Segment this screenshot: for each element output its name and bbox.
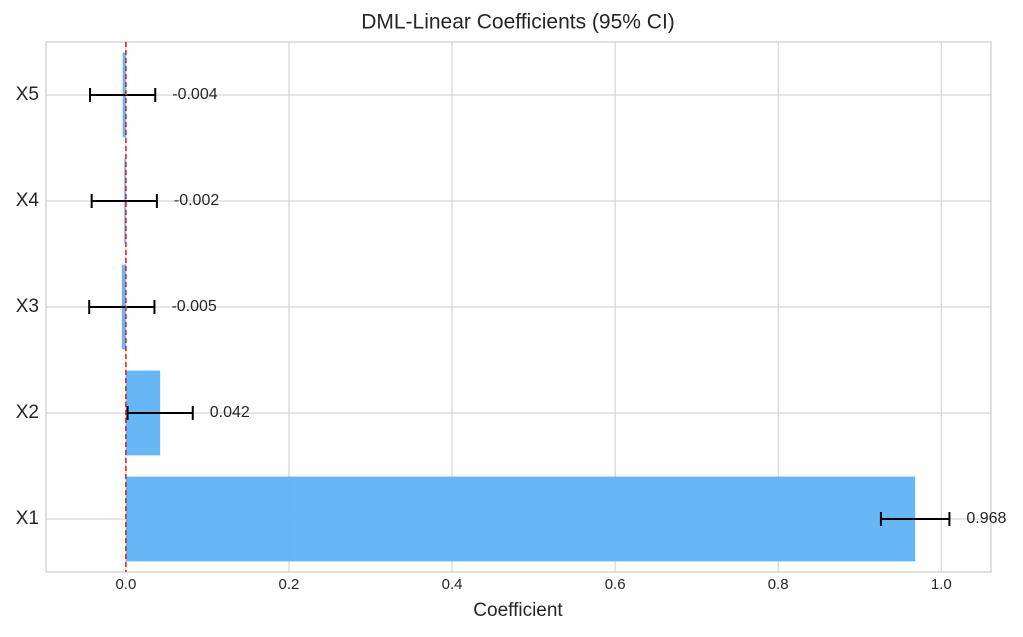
data-label: 0.042 <box>210 404 250 421</box>
x-tick-label: 0.2 <box>279 576 300 593</box>
x-tick-label: 0.4 <box>442 576 463 593</box>
x-tick-label: 0.6 <box>605 576 626 593</box>
bar <box>125 476 916 562</box>
chart-title: DML-Linear Coefficients (95% CI) <box>361 11 675 34</box>
data-label: -0.002 <box>174 192 219 209</box>
x-axis-label: Coefficient <box>473 600 563 621</box>
data-label: 0.968 <box>966 510 1006 527</box>
y-tick-label: X5 <box>16 84 39 105</box>
x-tick-label: 1.0 <box>931 576 952 593</box>
y-tick-label: X2 <box>16 402 39 423</box>
data-label: -0.004 <box>172 86 217 103</box>
data-label: -0.005 <box>171 298 216 315</box>
x-tick-label: 0.0 <box>115 576 136 593</box>
x-tick-label: 0.8 <box>768 576 789 593</box>
y-tick-label: X3 <box>16 296 39 317</box>
y-tick-label: X1 <box>16 508 39 529</box>
y-tick-label: X4 <box>16 190 40 211</box>
